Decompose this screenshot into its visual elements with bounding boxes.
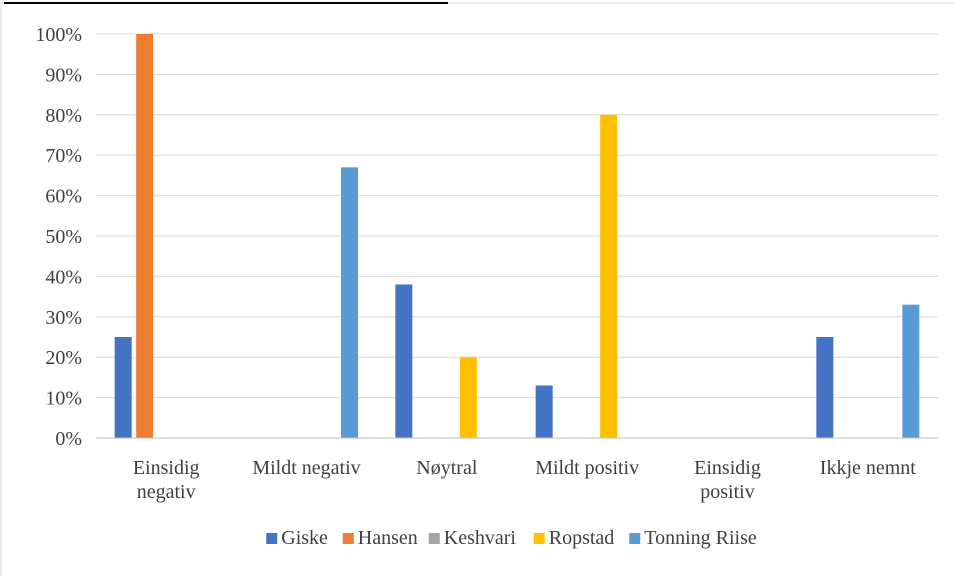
legend-item: Keshvari [428,527,517,549]
bars [114,34,920,439]
y-tick-label: 80% [45,105,82,127]
legend-label: Tonning Riise [644,527,757,549]
legend-item: Hansen [342,527,418,549]
y-tick-label: 20% [45,347,82,369]
category-label: Einsidig positiv [694,457,761,503]
y-tick-label: 90% [45,64,82,86]
legend-swatch [266,533,278,544]
legend-swatch [533,533,545,544]
category-labels: Einsidig negativ Mildt negativ Nøytral Mildt… [133,457,916,503]
bar [395,284,413,438]
y-tick-label: 50% [45,226,82,248]
legend-swatch [428,533,440,544]
bar [136,34,154,438]
y-tick-label: 60% [45,186,82,208]
bar [816,337,834,438]
legend-swatch [629,533,641,544]
y-tick-label: 0% [55,428,82,450]
y-tick-label: 30% [45,307,82,329]
legend-item: Giske [266,527,328,549]
legend-label: Giske [281,527,328,549]
legend-item: Ropstad [533,527,615,549]
gridlines [96,33,938,399]
legend-swatch [342,533,354,544]
bar [535,385,553,438]
category-label: Nøytral [416,457,478,479]
y-tick-label: 10% [45,388,82,410]
y-tick-label: 70% [45,145,82,167]
legend-label: Ropstad [549,527,615,549]
bar [341,167,358,438]
bar [600,114,618,439]
legend-label: Keshvari [444,527,517,549]
legend-item: Tonning Riise [629,527,757,549]
bar [459,357,477,438]
category-label: Ikkje nemnt [820,457,917,479]
legend-label: Hansen [358,527,418,549]
category-label: Mildt positiv [535,457,639,479]
legend: Giske Hansen Keshvari Ropstad Tonning Riise [266,527,757,549]
y-axis-tick-labels: 0% 10% 20% 30% 40% 50% 60% 70% 80% 90% 100% [35,24,82,450]
bar [114,337,132,438]
bar [902,304,920,438]
category-label: Mildt negativ [252,457,360,479]
y-tick-label: 40% [45,266,82,288]
category-label: Einsidig negativ [133,457,200,503]
y-tick-label: 100% [35,24,82,46]
